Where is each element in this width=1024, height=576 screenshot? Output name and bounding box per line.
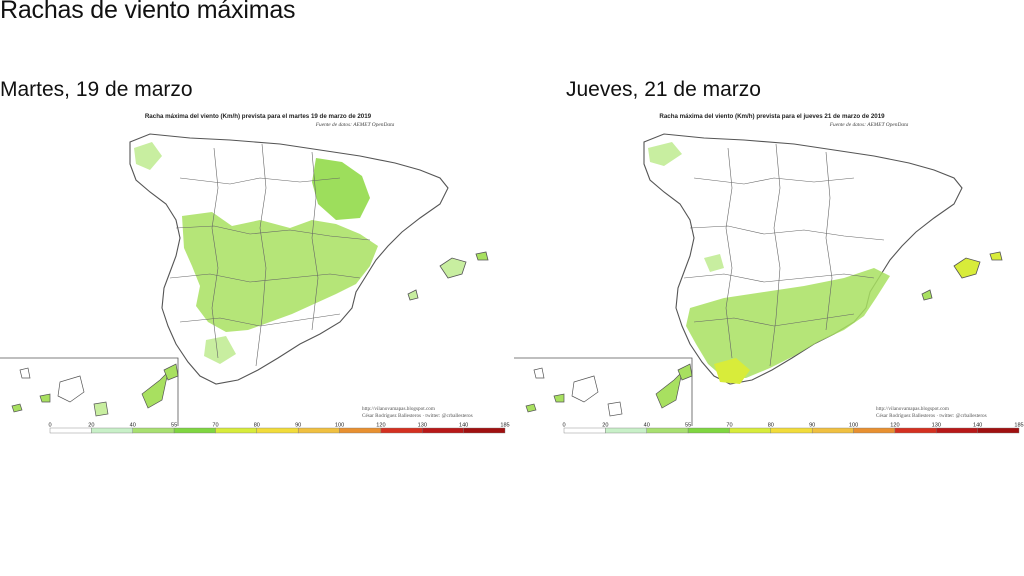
map-title: Racha máxima del viento (Km/h) prevista … [659, 113, 885, 120]
map-title: Racha máxima del viento (Km/h) prevista … [145, 113, 372, 120]
legend-swatch [646, 427, 689, 434]
legend-swatch [977, 427, 1020, 434]
province-borders [683, 143, 885, 367]
legend-swatch [936, 427, 978, 434]
credit-url: http://vilanovamapas.blogspot.com [362, 406, 435, 412]
wind-zone-galicia [134, 142, 162, 170]
legend-swatch [770, 427, 813, 434]
legend-tick-label: 90 [809, 423, 815, 429]
panel-heading: Jueves, 21 de marzo [566, 78, 761, 101]
legend-tick-label: 70 [212, 423, 218, 429]
wind-zone-ebro [312, 158, 370, 220]
page-title: Rachas de viento máximas [0, 0, 296, 24]
legend-tick-label: 40 [130, 423, 136, 429]
wind-zone-strait [714, 358, 750, 384]
balearic-islands [407, 251, 489, 301]
legend-tick-label: 140 [459, 423, 468, 429]
map-source: Fuente de datos: AEMET OpenData [315, 122, 395, 128]
legend-tick-label: 185 [1014, 423, 1023, 429]
legend-swatch [380, 427, 423, 434]
ibiza [921, 289, 933, 301]
balearic-islands [921, 251, 1003, 301]
legend-swatch [256, 427, 299, 434]
map-panel-thursday: Jueves, 21 de marzo Racha máxima del vie… [514, 78, 1024, 438]
wind-zone-galicia [648, 142, 682, 166]
color-scale-legend: 0 20 40 55 70 80 90 100 120 130 140 185 [562, 423, 1024, 434]
credit-author: César Rodríguez Ballesteros · twitter: @… [876, 413, 987, 419]
legend-tick-label: 55 [171, 423, 177, 429]
legend-swatch [49, 427, 92, 434]
wind-gust-map: Racha máxima del viento (Km/h) prevista … [514, 113, 1024, 434]
menorca [475, 251, 489, 261]
canary-islands-inset [0, 357, 179, 426]
legend-tick-label: 20 [88, 423, 94, 429]
map-panel-tuesday: Martes, 19 de marzo Racha máxima del vie… [0, 78, 510, 438]
legend-swatch [605, 427, 647, 434]
legend-swatch [132, 427, 175, 434]
legend-tick-label: 120 [890, 423, 899, 429]
legend-swatch [422, 427, 464, 434]
mallorca [953, 257, 981, 279]
legend-tick-label: 80 [768, 423, 774, 429]
map-source: Fuente de datos: AEMET OpenData [829, 122, 909, 128]
legend-tick-label: 20 [602, 423, 608, 429]
legend-swatch [339, 427, 382, 434]
peninsula-map [643, 133, 963, 385]
legend-tick-label: 130 [932, 423, 941, 429]
wind-zone-andalucia [204, 336, 236, 364]
legend-tick-label: 130 [418, 423, 427, 429]
legend-swatch [811, 427, 854, 434]
legend-swatch [729, 427, 772, 434]
color-scale-legend: 0 20 40 55 70 80 90 100 120 130 140 185 [48, 423, 510, 434]
peninsula-map [129, 133, 449, 385]
legend-tick-label: 70 [726, 423, 732, 429]
wind-zone-central [182, 212, 378, 332]
legend-swatch [563, 427, 606, 434]
legend-tick-label: 55 [685, 423, 691, 429]
legend-swatch [297, 427, 340, 434]
legend-swatch [215, 427, 258, 434]
panel-heading: Martes, 19 de marzo [0, 78, 193, 101]
legend-tick-label: 0 [562, 423, 565, 429]
legend-tick-label: 80 [254, 423, 260, 429]
legend-tick-label: 185 [500, 423, 509, 429]
legend-swatch [463, 427, 506, 434]
legend-tick-label: 90 [295, 423, 301, 429]
legend-swatch [853, 427, 896, 434]
legend-swatch [894, 427, 937, 434]
wind-gust-map: Racha máxima del viento (Km/h) prevista … [0, 113, 510, 434]
legend-swatch [687, 427, 730, 434]
legend-swatch [173, 427, 216, 434]
mallorca [439, 257, 467, 279]
legend-tick-label: 100 [849, 423, 858, 429]
legend-tick-label: 0 [48, 423, 51, 429]
ibiza [407, 289, 419, 301]
credit-author: César Rodríguez Ballesteros · twitter: @… [362, 413, 473, 419]
wind-zone-west [704, 254, 724, 272]
legend-tick-label: 120 [376, 423, 385, 429]
province-borders [169, 143, 371, 367]
legend-tick-label: 100 [335, 423, 344, 429]
legend-tick-label: 140 [973, 423, 982, 429]
legend-tick-label: 40 [644, 423, 650, 429]
legend-swatch [91, 427, 133, 434]
wind-zone-south [686, 268, 890, 378]
menorca [989, 251, 1003, 261]
credit-url: http://vilanovamapas.blogspot.com [876, 406, 949, 412]
canary-islands-inset [514, 357, 693, 426]
